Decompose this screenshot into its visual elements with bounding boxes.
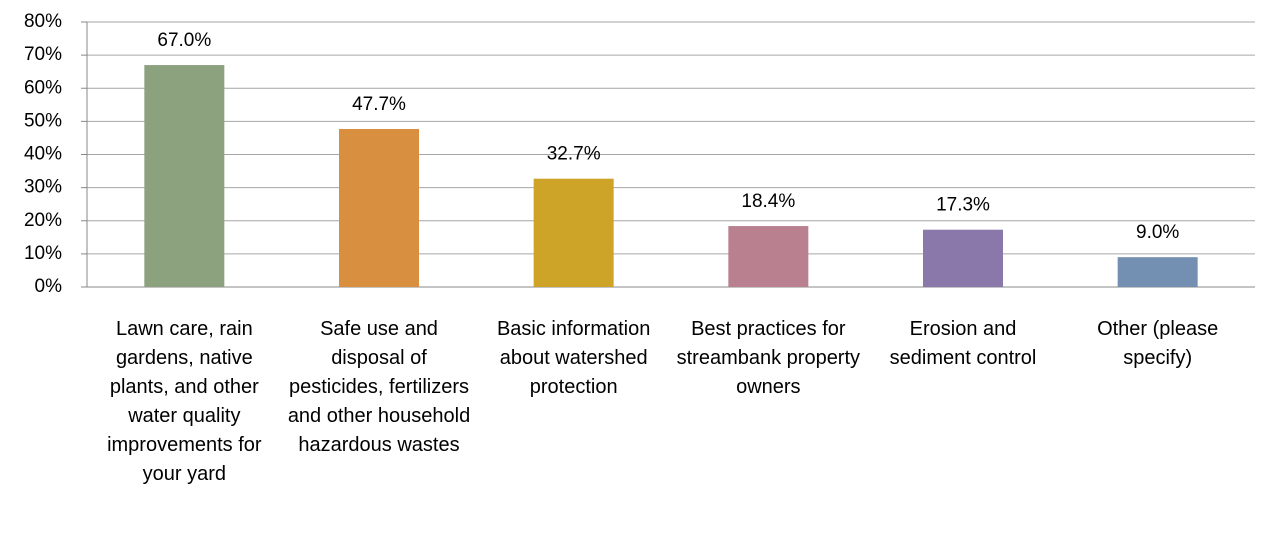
y-tick-label: 80% [24, 11, 62, 32]
x-tick-label: Lawn care, rain gardens, native plants, … [107, 318, 262, 485]
x-tick-label: Best practices for streambank property o… [676, 318, 861, 398]
bar [1117, 257, 1198, 287]
bar [339, 128, 419, 287]
y-tick-label: 10% [24, 243, 62, 264]
x-tick-label: Other (please specify) [1097, 318, 1219, 369]
bar [728, 226, 809, 287]
y-tick-label: 40% [24, 144, 62, 165]
value-label: 9.0% [1136, 222, 1179, 243]
bar [923, 229, 1003, 287]
bar [533, 178, 614, 287]
y-tick-label: 70% [24, 44, 62, 65]
value-label: 32.7% [547, 144, 601, 165]
value-label: 47.7% [352, 94, 406, 115]
value-label: 67.0% [157, 30, 211, 51]
bar [144, 65, 225, 287]
y-tick-label: 60% [24, 77, 62, 98]
x-tick-label: Erosion and sediment control [889, 318, 1037, 369]
y-tick-label: 20% [24, 210, 62, 231]
value-label: 17.3% [936, 195, 990, 216]
y-tick-label: 0% [35, 276, 63, 297]
y-tick-label: 30% [24, 177, 62, 198]
y-tick-label: 50% [24, 110, 62, 131]
value-label: 18.4% [741, 191, 795, 212]
x-tick-label: Safe use and disposal of pesticides, fer… [287, 318, 471, 456]
x-tick-label: Basic information about watershed protec… [496, 318, 651, 398]
